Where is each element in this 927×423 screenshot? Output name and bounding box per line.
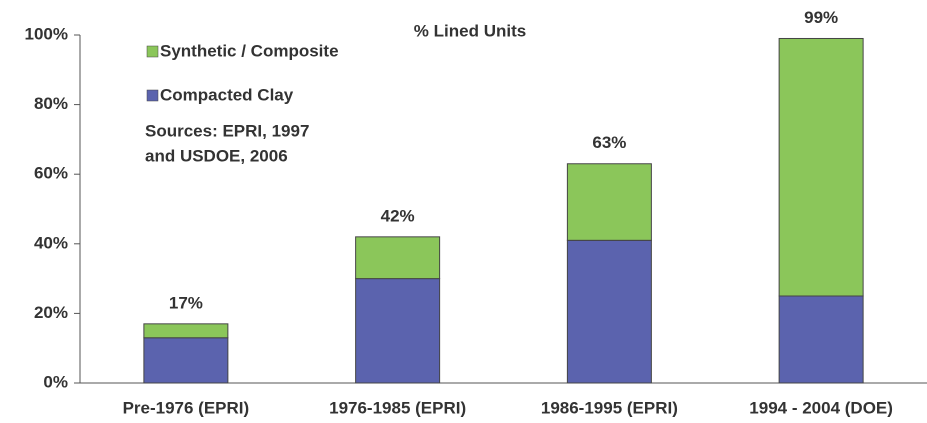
chart-title: % Lined Units [414, 21, 526, 40]
y-tick-label: 100% [25, 24, 68, 43]
y-tick-label: 80% [34, 94, 68, 113]
x-tick-label: 1994 - 2004 (DOE) [749, 398, 893, 417]
legend-swatch [146, 89, 159, 102]
bar-segment [143, 323, 229, 339]
bar-segment [355, 236, 441, 280]
x-tick-label: Pre-1976 (EPRI) [123, 398, 250, 417]
y-tick-label: 60% [34, 164, 68, 183]
legend-label: Compacted Clay [160, 85, 294, 104]
annotation: and USDOE, 2006 [145, 146, 288, 165]
total-label: 63% [592, 133, 626, 152]
y-tick-label: 40% [34, 233, 68, 252]
y-tick-label: 0% [43, 372, 68, 391]
legend-label: Synthetic / Composite [160, 41, 339, 60]
total-label: 99% [804, 8, 838, 27]
bar-segment [778, 37, 864, 297]
bar-segment [778, 295, 864, 384]
annotation: Sources: EPRI, 1997 [145, 121, 309, 140]
total-label: 17% [169, 293, 203, 312]
x-tick-label: 1976-1985 (EPRI) [329, 398, 466, 417]
bar-segment [355, 278, 441, 384]
bar-segment [566, 163, 652, 241]
y-tick-label: 20% [34, 303, 68, 322]
total-label: 42% [381, 206, 415, 225]
bar-segment [566, 239, 652, 384]
legend-swatch [146, 45, 159, 58]
bar-segment [143, 337, 229, 384]
x-tick-label: 1986-1995 (EPRI) [541, 398, 678, 417]
